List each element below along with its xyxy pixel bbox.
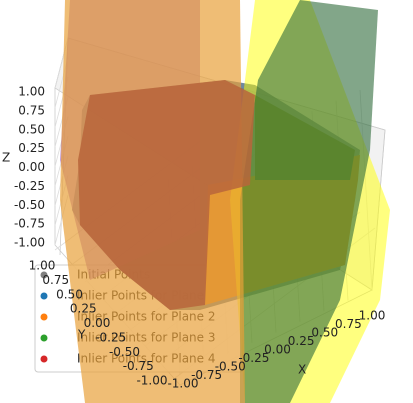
z-tick-label: -1.00 (14, 236, 45, 250)
x-tick-label: -0.25 (238, 351, 269, 365)
x-tick-label: 1.00 (359, 309, 386, 323)
z-tick-label: -0.50 (14, 198, 45, 212)
x-tick-label: 0.25 (288, 334, 315, 348)
y-tick-label: -0.25 (95, 330, 126, 344)
x-tick-label: -1.00 (167, 377, 198, 391)
y-tick-label: 0.00 (84, 316, 111, 330)
x-tick-label: 0.75 (335, 317, 362, 331)
x-tick-label: 0.50 (311, 326, 338, 340)
legend-marker (40, 334, 48, 342)
y-tick-label: 1.00 (29, 259, 56, 273)
y-tick-label: -0.50 (109, 345, 140, 359)
y-tick-label: 0.25 (70, 302, 97, 316)
z-tick-label: 0.50 (18, 122, 45, 136)
y-tick-label: 0.50 (56, 287, 83, 301)
legend-marker (40, 313, 48, 321)
z-tick-label: -0.75 (14, 217, 45, 231)
x-tick-label: -0.75 (191, 368, 222, 382)
z-tick-label: 0.00 (18, 160, 45, 174)
y-tick-label: -1.00 (136, 374, 167, 388)
y-tick-label: -0.75 (123, 359, 154, 373)
fitted-planes (60, 0, 390, 403)
legend-marker (40, 355, 48, 363)
x-axis-label: X (298, 363, 306, 377)
x-tick-label: -0.50 (215, 360, 246, 374)
plane-3 (240, 0, 378, 403)
legend-marker (40, 292, 48, 300)
z-tick-label: -0.25 (14, 179, 45, 193)
legend-marker (40, 271, 48, 279)
y-tick-label: 0.75 (42, 273, 69, 287)
plane-brown (78, 80, 255, 310)
y-axis-label: Y (77, 328, 86, 342)
z-axis-label: Z (2, 151, 10, 165)
z-tick-label: 1.00 (18, 85, 45, 99)
z-tick-label: 0.25 (18, 141, 45, 155)
x-tick-label: 0.00 (264, 343, 291, 357)
z-tick-label: 0.75 (18, 103, 45, 117)
